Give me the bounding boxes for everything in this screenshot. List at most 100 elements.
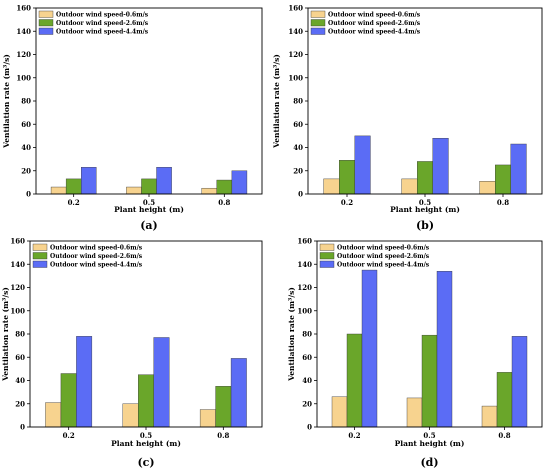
panel-label: (c) — [137, 456, 154, 469]
legend-swatch — [38, 19, 54, 27]
legend-swatch — [32, 260, 48, 268]
bar — [417, 161, 434, 195]
y-tick-label: 120 — [16, 50, 31, 59]
legend-entry: Outdoor wind speed-4.4m/s — [328, 29, 421, 36]
bar — [481, 405, 498, 428]
bar — [156, 167, 172, 195]
x-tick-label: 0.2 — [348, 431, 360, 440]
y-tick-label: 0 — [20, 423, 25, 432]
legend-swatch — [319, 243, 335, 251]
bar — [401, 178, 418, 195]
y-tick-label: 20 — [21, 166, 31, 175]
legend-swatch — [310, 19, 326, 27]
bar — [339, 160, 356, 195]
chart-panel-1: 0.2 0.5 0.8 0 20 40 60 80 100 120 140 160 Plant heig… — [2, 4, 263, 232]
y-axis-label: Ventilation rate (m³/s) — [287, 287, 296, 382]
x-tick-label: 0.8 — [498, 431, 510, 440]
x-tick-label: 0.2 — [341, 198, 353, 207]
bar — [216, 179, 233, 195]
y-tick-label: 20 — [15, 399, 25, 408]
plot-frame — [35, 7, 263, 195]
bar — [496, 372, 513, 428]
y-tick-label: 100 — [10, 306, 25, 315]
bar — [122, 403, 139, 428]
bar — [354, 135, 371, 195]
y-axis-label: Ventilation rate (m³/s) — [1, 287, 10, 382]
y-tick-label: 160 — [288, 4, 303, 13]
y-tick-label: 60 — [15, 353, 25, 362]
legend-swatch — [38, 10, 54, 18]
bar — [495, 164, 512, 195]
y-tick-label: 120 — [297, 283, 312, 292]
y-tick-label: 40 — [293, 143, 303, 152]
x-tick-label: 0.5 — [143, 198, 155, 207]
y-tick-label: 20 — [293, 166, 303, 175]
bar — [406, 397, 423, 428]
bar — [50, 186, 67, 195]
bar — [346, 333, 363, 428]
y-tick-label: 140 — [16, 27, 31, 36]
y-tick-label: 140 — [10, 260, 25, 269]
y-tick-label: 60 — [21, 120, 31, 129]
x-tick-label: 0.2 — [63, 431, 75, 440]
x-tick-label: 0.5 — [419, 198, 431, 207]
bar — [510, 143, 527, 195]
bar — [230, 358, 247, 428]
chart-panel-3: 0.2 0.5 0.8 0 20 40 60 80 100 120 140 160 Plant heig… — [1, 237, 263, 469]
y-tick-label: 160 — [10, 237, 25, 246]
y-tick-label: 140 — [297, 260, 312, 269]
legend-swatch — [32, 243, 48, 251]
y-tick-label: 100 — [297, 306, 312, 315]
legend-entry: Outdoor wind speed-0.6m/s — [328, 12, 421, 19]
y-tick-label: 0 — [298, 190, 303, 199]
legend-entry: Outdoor wind speed-2.6m/s — [337, 253, 430, 260]
legend-swatch — [32, 252, 48, 260]
legend-entry: Outdoor wind speed-2.6m/s — [50, 253, 143, 260]
y-tick-label: 80 — [15, 330, 25, 339]
bar — [199, 409, 216, 428]
x-tick-label: 0.8 — [218, 198, 230, 207]
y-tick-label: 0 — [26, 190, 31, 199]
x-axis-label: Plant height (m) — [390, 205, 460, 214]
x-tick-label: 0.8 — [217, 431, 229, 440]
chart-panel-2: 0.2 0.5 0.8 0 20 40 60 80 100 120 140 160 Plant heig… — [272, 4, 543, 232]
y-tick-label: 20 — [302, 399, 312, 408]
legend-swatch — [38, 27, 54, 35]
panel-label: (a) — [140, 219, 158, 232]
bar — [153, 337, 170, 428]
y-tick-label: 80 — [302, 330, 312, 339]
bar — [60, 373, 77, 428]
legend-entry: Outdoor wind speed-4.4m/s — [337, 262, 430, 269]
y-tick-label: 60 — [293, 120, 303, 129]
bar — [80, 167, 97, 195]
y-tick-label: 100 — [288, 73, 303, 82]
y-tick-label: 140 — [288, 27, 303, 36]
bar — [361, 269, 378, 428]
legend-swatch — [310, 27, 326, 35]
y-tick-label: 40 — [302, 376, 312, 385]
x-tick-label: 0.8 — [497, 198, 509, 207]
x-tick-label: 0.5 — [140, 431, 152, 440]
y-axis-label: Ventilation rate (m³/s) — [2, 54, 11, 149]
legend-swatch — [319, 260, 335, 268]
bar — [421, 334, 438, 428]
x-tick-label: 0.2 — [68, 198, 80, 207]
bar — [45, 402, 62, 428]
bar — [65, 178, 82, 195]
panel-label: (b) — [416, 219, 434, 232]
x-tick-label: 0.5 — [423, 431, 435, 440]
x-axis-label: Plant height (m) — [395, 439, 465, 448]
bar — [138, 374, 154, 428]
panel-label: (d) — [420, 456, 438, 469]
bar — [511, 336, 528, 428]
y-tick-label: 160 — [297, 237, 312, 246]
bar — [141, 178, 157, 195]
bar — [323, 178, 340, 195]
bar — [126, 186, 142, 195]
y-tick-label: 60 — [302, 353, 312, 362]
y-tick-label: 40 — [15, 376, 25, 385]
x-axis-label: Plant height (m) — [111, 439, 181, 448]
legend-entry: Outdoor wind speed-4.4m/s — [50, 262, 143, 269]
x-axis-label: Plant height (m) — [114, 205, 184, 214]
bar — [436, 271, 453, 428]
